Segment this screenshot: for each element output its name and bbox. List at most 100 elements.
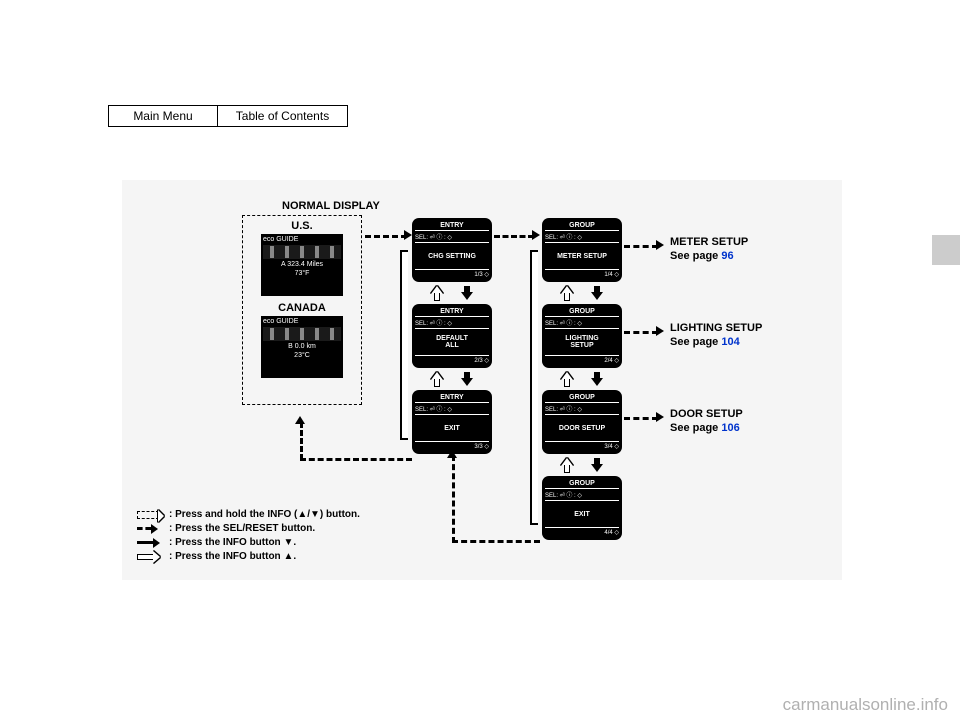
arrow-down-icon [591,286,603,300]
arrow-down-icon [461,372,473,386]
menu-header: GROUP [545,222,619,231]
legend-icon-sel-reset [137,524,163,534]
arrow-up-icon [561,286,573,300]
arrow-down-icon [591,372,603,386]
eco-guide-label: eco GUIDE [263,236,341,243]
exit-return-path [300,458,412,461]
arrow-to-door-setup [624,417,658,420]
legend-icon-info-down [137,538,163,548]
group-lighting-setup: GROUP SEL: ⏎ ⓘ : ◇ LIGHTING SETUP 2/4 ◇ [542,304,622,368]
legend-icon-hold [137,510,163,520]
normal-display-group: U.S. eco GUIDE A 323.4 Miles 73°F CANADA… [242,215,362,405]
menu-sel: SEL: ⏎ ⓘ : ◇ [545,231,619,243]
menu-sel: SEL: ⏎ ⓘ : ◇ [415,231,489,243]
menu-content: CHG SETTING [415,243,489,269]
menu-header: ENTRY [415,308,489,317]
canada-temp: 23°C [263,352,341,359]
gauge-row [263,245,341,259]
menu-footer: 3/4 ◇ [545,441,619,450]
group-exit-return [452,455,455,543]
arrow-up-icon [431,286,443,300]
menu-content: EXIT [415,415,489,441]
menu-header: ENTRY [415,394,489,403]
legend-icon-info-up [137,552,163,562]
canada-odometer: B 0.0 km [263,343,341,350]
arrow-head-icon [295,416,305,424]
setup-flow-diagram: NORMAL DISPLAY U.S. eco GUIDE A 323.4 Mi… [122,180,842,580]
arrow-head-icon [656,326,664,336]
arrow-up-icon [561,458,573,472]
arrow-sel-reset [494,235,534,238]
main-menu-button[interactable]: Main Menu [108,105,218,127]
arrow-down-icon [461,286,473,300]
us-temp: 73°F [263,270,341,277]
legend-text: : Press the INFO button ▼. [169,537,296,548]
arrow-down-icon [591,458,603,472]
menu-footer: 2/4 ◇ [545,355,619,364]
menu-footer: 2/3 ◇ [415,355,489,364]
us-odometer: A 323.4 Miles [263,261,341,268]
entry-exit: ENTRY SEL: ⏎ ⓘ : ◇ EXIT 3/3 ◇ [412,390,492,454]
menu-content: DEFAULT ALL [415,329,489,355]
group-meter-setup: GROUP SEL: ⏎ ⓘ : ◇ METER SETUP 1/4 ◇ [542,218,622,282]
menu-sel: SEL: ⏎ ⓘ : ◇ [545,489,619,501]
menu-content: LIGHTING SETUP [545,329,619,355]
menu-sel: SEL: ⏎ ⓘ : ◇ [415,317,489,329]
normal-display-label: NORMAL DISPLAY [282,200,380,212]
table-of-contents-button[interactable]: Table of Contents [218,105,348,127]
nav-arrows [422,286,482,300]
group-exit-return [452,540,540,543]
menu-content: EXIT [545,501,619,527]
nav-arrows [422,372,482,386]
legend-text: : Press the INFO button ▲. [169,551,296,562]
menu-sel: SEL: ⏎ ⓘ : ◇ [545,317,619,329]
menu-sel: SEL: ⏎ ⓘ : ◇ [545,403,619,415]
entry-default-all: ENTRY SEL: ⏎ ⓘ : ◇ DEFAULT ALL 2/3 ◇ [412,304,492,368]
menu-footer: 4/4 ◇ [545,527,619,536]
legend-row: : Press the SEL/RESET button. [137,523,360,534]
page-link[interactable]: 96 [721,250,733,262]
legend-text: : Press the SEL/RESET button. [169,523,315,534]
legend-row: : Press and hold the INFO (▲/▼) button. [137,509,360,520]
loop-path [530,250,538,525]
arrow-to-lighting-setup [624,331,658,334]
menu-header: GROUP [545,394,619,403]
canada-label: CANADA [243,302,361,314]
group-exit: GROUP SEL: ⏎ ⓘ : ◇ EXIT 4/4 ◇ [542,476,622,540]
arrow-head-icon [404,230,412,240]
watermark: carmanualsonline.info [783,695,948,715]
menu-content: METER SETUP [545,243,619,269]
page-link[interactable]: 106 [721,422,739,434]
nav-arrows [552,286,612,300]
legend-row: : Press the INFO button ▼. [137,537,360,548]
nav-arrows [552,372,612,386]
us-label: U.S. [243,220,361,232]
menu-content: DOOR SETUP [545,415,619,441]
meter-setup-ref: METER SETUP See page 96 [670,235,748,264]
page-link[interactable]: 104 [721,336,739,348]
group-door-setup: GROUP SEL: ⏎ ⓘ : ◇ DOOR SETUP 3/4 ◇ [542,390,622,454]
door-setup-ref: DOOR SETUP See page 106 [670,407,743,436]
gauge-row [263,327,341,341]
menu-footer: 1/4 ◇ [545,269,619,278]
lighting-setup-ref: LIGHTING SETUP See page 104 [670,321,762,350]
entry-chg-setting: ENTRY SEL: ⏎ ⓘ : ◇ CHG SETTING 1/3 ◇ [412,218,492,282]
arrow-hold-info [365,235,407,238]
menu-footer: 1/3 ◇ [415,269,489,278]
arrow-head-icon [447,450,457,458]
exit-return-path [300,422,303,460]
canada-display: eco GUIDE B 0.0 km 23°C [261,316,343,378]
top-nav: Main Menu Table of Contents [108,105,348,127]
us-display: eco GUIDE A 323.4 Miles 73°F [261,234,343,296]
arrow-up-icon [431,372,443,386]
page-section-tab [932,235,960,265]
menu-sel: SEL: ⏎ ⓘ : ◇ [415,403,489,415]
arrow-head-icon [656,240,664,250]
legend-row: : Press the INFO button ▲. [137,551,360,562]
nav-arrows [552,458,612,472]
legend-text: : Press and hold the INFO (▲/▼) button. [169,509,360,520]
arrow-head-icon [656,412,664,422]
menu-header: GROUP [545,308,619,317]
arrow-head-icon [532,230,540,240]
arrow-up-icon [561,372,573,386]
